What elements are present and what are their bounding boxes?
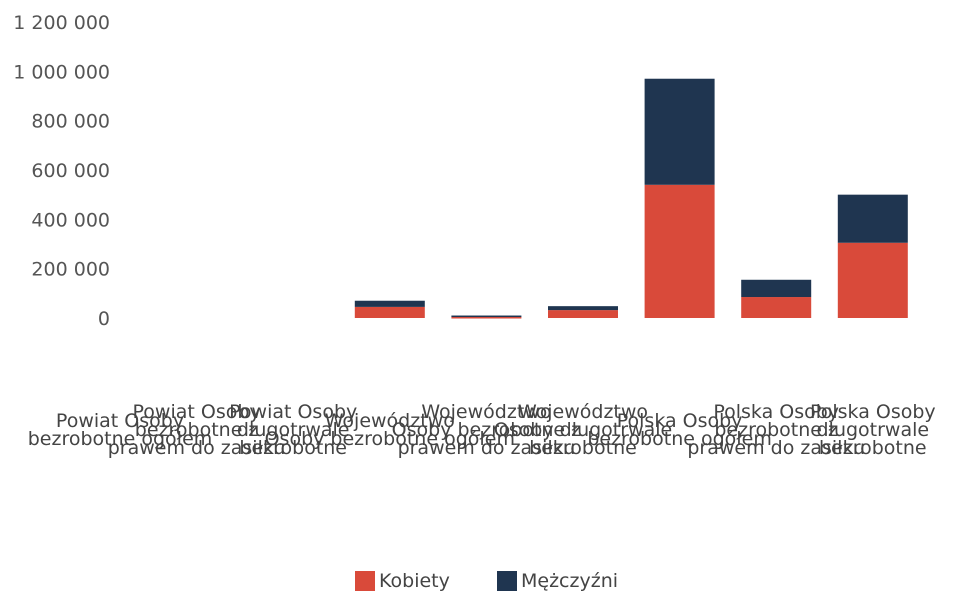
x-category-label-line: bezrobotne z	[714, 419, 838, 441]
x-category-label: Województwo Osoby bezrobotne ogółem	[265, 410, 515, 450]
x-category-label-line: Polska Osoby	[713, 401, 839, 423]
x-category-label: Powiat Osoby bezrobotne z prawem do zasiłk…	[108, 401, 286, 459]
x-category-label: Województwo Osoby bezrobotne z prawem do z…	[392, 401, 581, 459]
legend: Kobiety Mężczyźni	[355, 570, 618, 592]
x-category-label-line: Powiat Osoby	[133, 401, 261, 423]
bar-segment-mezczyzni	[451, 315, 522, 318]
x-category-label-line: prawem do zasiłku	[687, 437, 865, 459]
x-category-label: Polska Osoby bezrobotne ogółem	[587, 410, 772, 450]
x-category-label-line: prawem do zasiłku	[108, 437, 286, 459]
x-category-label-line: długotrwale	[237, 419, 350, 441]
x-category-label-line: Województwo	[518, 401, 648, 423]
x-category-label-line: Osoby bezrobotne z	[392, 419, 581, 441]
legend-label: Kobiety	[379, 570, 450, 592]
x-category-label-line: Powiat Osoby	[229, 401, 357, 423]
y-tick-label: 400 000	[31, 209, 110, 231]
x-category-label-line: Polska Osoby	[810, 401, 936, 423]
y-tick-label: 1 000 000	[13, 61, 110, 83]
x-category-label-line: bezrobotne ogółem	[587, 428, 772, 450]
y-axis: 0 200 000 400 000 600 000 800 000 1 000 000 1 …	[13, 12, 110, 330]
x-category-label: Powiat Osoby długotrwale bezrobotne	[229, 401, 357, 459]
y-tick-label: 200 000	[31, 259, 110, 281]
bar-segment-mezczyzni	[741, 279, 812, 298]
legend-label: Mężczyźni	[521, 570, 618, 592]
x-category-label-line: bezrobotne	[819, 437, 927, 459]
bar-segment-kobiety	[644, 184, 715, 318]
bar-segment-mezczyzni	[644, 78, 715, 185]
x-category-label-line: bezrobotne	[529, 437, 637, 459]
bar-segment-mezczyzni	[354, 300, 425, 307]
x-category-label-line: bezrobotne ogółem	[28, 428, 213, 450]
x-category-label-line: Osoby bezrobotne ogółem	[265, 428, 515, 450]
y-tick-label: 1 200 000	[13, 12, 110, 34]
x-category-label-line: długotrwale	[816, 419, 929, 441]
x-category-label: Polska Osoby bezrobotne z prawem do zasiłk…	[687, 401, 865, 459]
x-category-label-line: bezrobotne	[239, 437, 347, 459]
x-category-label-line: prawem do zasiłku	[398, 437, 576, 459]
x-category-label: Powiat Osoby bezrobotne ogółem	[28, 410, 213, 450]
x-category-label-line: Województwo	[325, 410, 455, 432]
bar-segment-mezczyzni	[548, 306, 618, 311]
x-category-label-line: Województwo	[421, 401, 551, 423]
x-category-label: Polska Osoby długotrwale bezrobotne	[810, 401, 936, 459]
y-tick-label: 800 000	[31, 111, 110, 133]
bar-segment-kobiety	[451, 317, 522, 319]
x-category-label-line: bezrobotne z	[135, 419, 259, 441]
x-category-label-line: Powiat Osoby	[56, 410, 184, 432]
bar-segment-kobiety	[354, 306, 425, 318]
bar-segment-kobiety	[741, 297, 812, 318]
y-tick-label: 0	[98, 308, 110, 330]
x-category-label-line: Polska Osoby	[617, 410, 743, 432]
bar-segment-kobiety	[548, 310, 618, 318]
x-category-label: Województwo Osoby długotrwale bezrobotne	[494, 401, 672, 459]
bar-segment-kobiety	[837, 242, 908, 318]
x-category-label-line: Osoby długotrwale	[494, 419, 672, 441]
bars	[354, 78, 908, 319]
bar-segment-mezczyzni	[837, 194, 908, 243]
legend-swatch	[497, 571, 517, 591]
legend-swatch	[355, 571, 375, 591]
y-tick-label: 600 000	[31, 160, 110, 182]
